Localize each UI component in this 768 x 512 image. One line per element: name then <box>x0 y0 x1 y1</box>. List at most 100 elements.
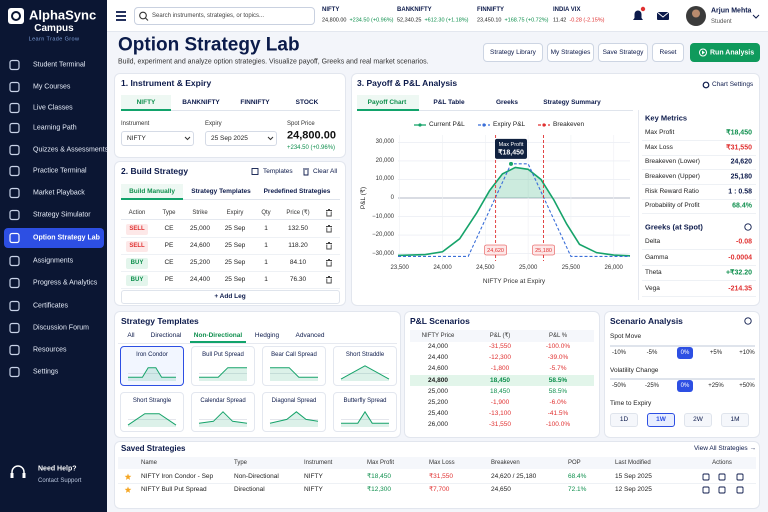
nav-item[interactable]: Practice Terminal <box>33 167 87 175</box>
scenario-cell: -31,550 <box>488 342 512 350</box>
template-name[interactable]: Bull Put Spread <box>202 352 244 358</box>
slider-option[interactable]: +5% <box>709 350 723 356</box>
leg-cell: 1 <box>264 224 268 232</box>
nav-item[interactable]: My Courses <box>33 83 71 91</box>
time-button[interactable] <box>721 413 749 427</box>
tab[interactable]: STOCK <box>295 98 319 106</box>
slider-option[interactable]: +50% <box>739 383 755 389</box>
template-name[interactable]: Butterfly Spread <box>343 398 387 404</box>
nav-item[interactable]: Discussion Forum <box>33 324 90 332</box>
tab[interactable]: Strategy Summary <box>543 98 601 106</box>
template-name[interactable]: Calendar Spread <box>200 398 246 404</box>
slider-thumb[interactable] <box>677 347 693 359</box>
slider-option[interactable]: -50% <box>611 383 627 389</box>
column-header: Last Modified <box>615 460 651 466</box>
nav-item[interactable]: Settings <box>33 368 59 376</box>
template-name[interactable]: Short Straddle <box>345 352 385 358</box>
time-option[interactable]: 1D <box>619 415 629 423</box>
scenario-cell: -13,100 <box>488 409 512 417</box>
template-card[interactable] <box>262 346 326 386</box>
nav-item[interactable]: Progress & Analytics <box>33 279 98 287</box>
nav-item[interactable]: Resources <box>33 346 67 354</box>
tab[interactable]: FINNIFTY <box>240 98 270 106</box>
ticker-quote: 24,800.00 +234.50 (+0.96%) <box>322 18 394 24</box>
add-leg-label[interactable]: + Add Leg <box>214 292 246 300</box>
run-button[interactable] <box>690 43 760 62</box>
nav-item[interactable]: Market Playback <box>33 189 85 197</box>
template-name[interactable]: Bear Call Spread <box>271 352 317 358</box>
dropdown[interactable] <box>121 131 194 146</box>
header-button[interactable] <box>483 43 543 62</box>
tab[interactable]: BANKNIFTY <box>182 98 220 106</box>
add-leg[interactable] <box>121 290 340 304</box>
tab[interactable]: Strategy Templates <box>191 187 251 195</box>
nav-item[interactable]: Student Terminal <box>33 61 86 69</box>
run-button-label[interactable]: Run Analysis <box>710 49 755 56</box>
saved-cell: ₹7,700 <box>429 485 450 493</box>
spot-change: +234.50 (+0.96%) <box>287 145 336 151</box>
chart-settings[interactable]: Chart Settings <box>712 80 754 88</box>
leg-cell: SELL <box>129 226 145 232</box>
slider-option[interactable]: +10% <box>739 350 755 356</box>
tab[interactable]: Payoff Chart <box>367 98 407 106</box>
templates-link[interactable]: Templates <box>263 167 293 175</box>
tab-active <box>357 95 419 111</box>
metric-label: Breakeven (Lower) <box>645 157 700 165</box>
time-button[interactable] <box>684 413 712 427</box>
template-tab[interactable]: All <box>127 331 135 339</box>
slider-option[interactable]: 0% <box>680 350 690 356</box>
dropdown-value[interactable]: NIFTY <box>127 134 146 142</box>
header-button-label[interactable]: Reset <box>659 48 677 56</box>
header-button[interactable] <box>598 43 648 62</box>
dropdown-value[interactable]: 25 Sep 2025 <box>211 134 248 142</box>
tab[interactable]: Predefined Strategies <box>263 187 331 195</box>
column-header: Instrument <box>304 460 333 466</box>
template-name[interactable]: Diagonal Spread <box>271 398 317 404</box>
template-tab[interactable]: Non-Directional <box>193 331 243 339</box>
template-name[interactable]: Short Strangle <box>132 398 172 404</box>
column-header: Price (₹) <box>286 210 310 216</box>
dropdown[interactable] <box>205 131 277 146</box>
header-button[interactable] <box>652 43 684 62</box>
template-tab[interactable]: Hedging <box>254 331 280 339</box>
slider-thumb[interactable] <box>677 380 693 392</box>
nav-item[interactable]: Assignments <box>33 257 74 265</box>
time-button[interactable] <box>647 413 675 427</box>
build-panel <box>114 161 346 306</box>
nav-item[interactable]: Strategy Simulator <box>33 211 91 219</box>
template-card[interactable] <box>191 346 255 386</box>
nav-item[interactable]: Certificates <box>33 302 69 310</box>
nav-item[interactable]: Quizzes & Assessments <box>33 146 109 154</box>
tab[interactable]: Greeks <box>495 98 519 106</box>
slider-option[interactable]: -25% <box>644 383 660 389</box>
tab[interactable]: Build Manually <box>129 187 175 195</box>
slider-option[interactable]: -5% <box>646 350 658 356</box>
template-name[interactable]: Iron Condor <box>136 352 168 358</box>
time-option[interactable]: 2W <box>693 415 703 423</box>
time-option[interactable]: 1W <box>656 415 666 423</box>
help-link[interactable]: Contact Support <box>38 478 82 484</box>
tab[interactable]: P&L Table <box>433 98 465 106</box>
clear-link[interactable]: Clear All <box>313 167 338 175</box>
slider-option[interactable]: -10% <box>611 350 627 356</box>
user-name: Arjun Mehta <box>711 7 752 15</box>
view-all-link[interactable]: View All Strategies → <box>693 444 756 452</box>
template-card[interactable] <box>120 346 184 386</box>
header-button-label[interactable]: Strategy Library <box>490 48 536 56</box>
time-button[interactable] <box>610 413 638 427</box>
nav-item[interactable]: Option Strategy Lab <box>33 234 100 242</box>
template-tab[interactable]: Advanced <box>295 331 325 339</box>
search-box[interactable] <box>134 7 315 25</box>
nav-item[interactable]: Learning Path <box>33 124 77 132</box>
tab[interactable]: NIFTY <box>136 98 156 106</box>
nav-item[interactable]: Live Classes <box>33 104 73 112</box>
header-button-label[interactable]: My Strategies <box>550 48 591 56</box>
saved-cell: Directional <box>234 485 265 493</box>
slider-option[interactable]: +25% <box>708 383 724 389</box>
header-button-label[interactable]: Save Strategy <box>602 48 644 56</box>
slider-option[interactable]: 0% <box>680 383 690 389</box>
metrics-title: Key Metrics <box>645 113 688 123</box>
time-option[interactable]: 1M <box>730 415 740 423</box>
header-button[interactable] <box>547 43 594 62</box>
template-tab[interactable]: Directional <box>150 331 182 339</box>
